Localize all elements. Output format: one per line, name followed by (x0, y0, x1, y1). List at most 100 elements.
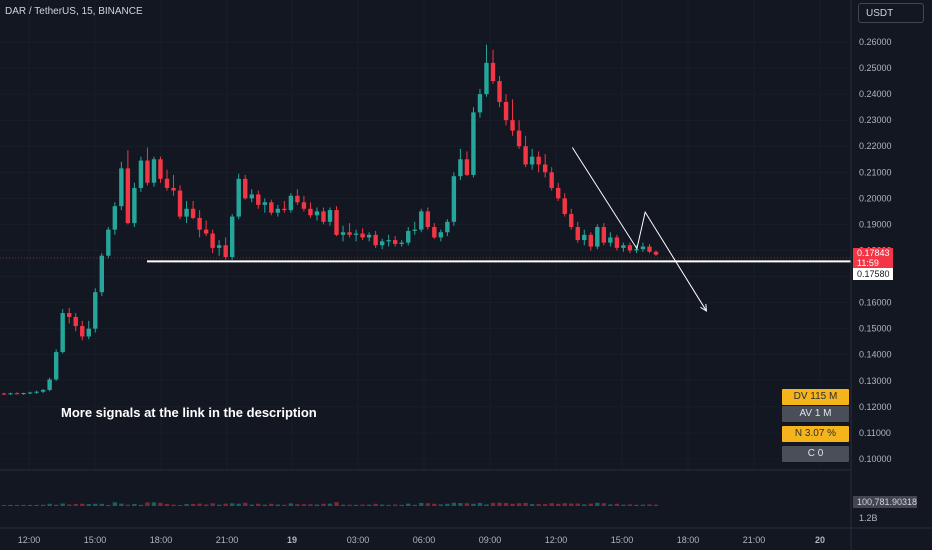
volume-bar (138, 504, 144, 506)
volume-bar (151, 502, 157, 506)
candle-body (425, 211, 430, 228)
volume-bar (184, 504, 189, 506)
candle-body (86, 328, 91, 337)
volume-bar (164, 503, 170, 506)
volume-bar (99, 503, 104, 506)
volume-bar (301, 504, 307, 506)
volume-bar (106, 505, 111, 506)
volume-bar (21, 504, 26, 506)
candle-body (647, 246, 652, 252)
volume-bar (510, 503, 515, 506)
volume-bar (308, 504, 313, 506)
volume-bar (73, 503, 78, 506)
volume-bar (471, 503, 476, 506)
volume-bar (386, 504, 391, 506)
time-tick-label: 12:00 (18, 535, 41, 545)
current-price-tag: 0.17843 11:59 (853, 248, 893, 268)
volume-bar (366, 504, 372, 506)
volume-axis-max: 1.2B (859, 513, 878, 523)
volume-bar (621, 504, 626, 506)
volume-bar (321, 503, 326, 506)
candle-body (216, 245, 222, 248)
price-tick-label: 0.24000 (859, 89, 892, 99)
volume-bar (14, 504, 20, 506)
volume-bar (132, 503, 137, 506)
volume-bar (190, 503, 196, 506)
volume-bar (203, 504, 209, 506)
volume-bar (588, 503, 593, 506)
candle-body (145, 160, 150, 183)
volume-bar (1, 504, 7, 506)
candle-body (275, 208, 281, 213)
time-tick-label: 18:00 (677, 535, 700, 545)
candle-body (451, 176, 457, 222)
volume-bar (562, 503, 567, 506)
volume-bar (347, 504, 352, 506)
price-tick-label: 0.15000 (859, 324, 892, 334)
candle-body (269, 202, 274, 213)
volume-series (1, 502, 659, 506)
volume-bar (40, 504, 46, 506)
volume-bar (542, 504, 548, 506)
candle-body (634, 249, 639, 251)
volume-bar (177, 505, 183, 506)
candle-body (197, 217, 202, 230)
volume-bar (327, 503, 333, 506)
volume-bar (627, 504, 633, 506)
candle-body (595, 227, 600, 247)
candle-body (158, 159, 163, 179)
volume-bar (353, 504, 359, 506)
volume-bar (445, 503, 450, 506)
volume-bar (243, 502, 248, 506)
candle-body (40, 389, 46, 392)
volume-bar (34, 504, 39, 506)
volume-bar (112, 502, 118, 506)
candle-body (1, 393, 7, 395)
volume-bar (119, 503, 124, 506)
volume-bar (549, 503, 554, 506)
candle-body (653, 251, 659, 255)
candle-body (601, 227, 607, 243)
support-level-tag: 0.17580 (853, 268, 893, 280)
volume-bar (575, 503, 580, 506)
time-tick-label: 06:00 (413, 535, 436, 545)
volume-bar (223, 503, 228, 506)
volume-bar (497, 502, 502, 506)
candle-body (112, 206, 118, 230)
volume-bar (27, 504, 33, 506)
volume-bar (556, 503, 561, 506)
candle-body (60, 313, 65, 353)
price-tick-label: 0.20000 (859, 193, 892, 203)
candle-body (393, 240, 398, 244)
volume-last-tag: 100,781.90318 (853, 496, 917, 508)
volume-bar (145, 502, 150, 506)
candle-body (321, 211, 326, 222)
volume-bar (640, 504, 646, 506)
volume-bar (86, 504, 91, 506)
candle-body (353, 233, 359, 235)
stat-av: AV 1 M (782, 406, 849, 422)
volume-bar (458, 503, 463, 506)
candle-body (132, 187, 137, 224)
volume-bar (490, 502, 496, 506)
volume-bar (93, 503, 98, 506)
candle-body (445, 221, 450, 233)
volume-bar (282, 504, 287, 506)
projection-arrowhead (700, 303, 707, 312)
symbol-title[interactable]: DAR / TetherUS, 15, BINANCE (5, 6, 143, 17)
volume-bar (262, 504, 267, 506)
volume-bar (53, 504, 59, 506)
volume-bar (275, 504, 281, 506)
candle-body (582, 234, 587, 241)
candle-body (14, 393, 20, 395)
candle-body (412, 229, 417, 231)
volume-bar (314, 504, 320, 506)
time-tick-label: 19 (287, 535, 297, 545)
currency-button[interactable]: USDT (858, 3, 924, 23)
price-tick-label: 0.21000 (859, 167, 892, 177)
candle-body (588, 234, 593, 247)
candle-body (236, 178, 241, 217)
candle-body (542, 164, 548, 173)
volume-bar (210, 503, 215, 506)
